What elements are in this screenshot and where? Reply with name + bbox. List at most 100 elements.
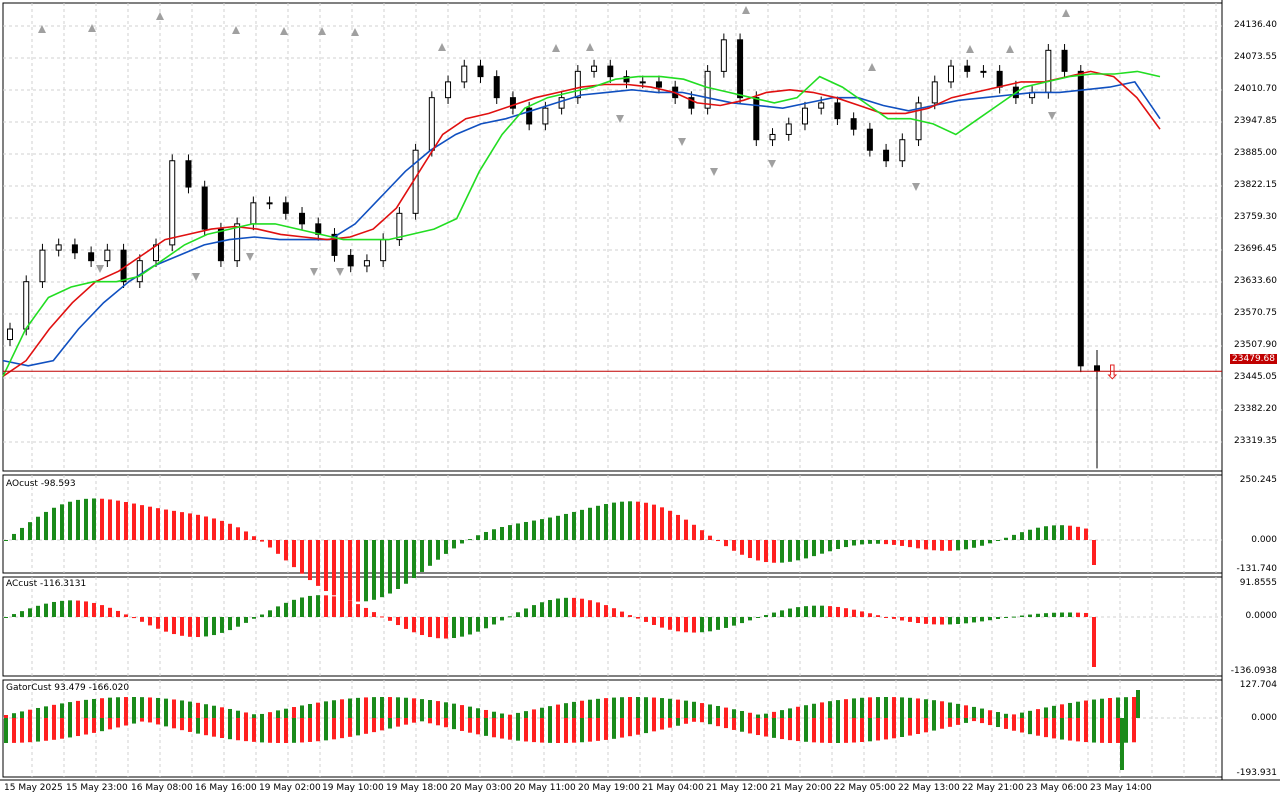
gator-upper-bar xyxy=(300,705,304,718)
ao-bar xyxy=(580,509,584,540)
ac-bar xyxy=(348,600,352,617)
candle-body xyxy=(574,70,581,99)
gator-upper-bar xyxy=(628,697,632,718)
gator-upper-bar xyxy=(44,706,48,718)
gator-upper-bar xyxy=(860,697,864,718)
ac-bar xyxy=(1020,615,1024,617)
gator-upper-bar xyxy=(820,702,824,718)
candle-body xyxy=(1061,49,1068,72)
gator-lower-bar xyxy=(556,718,560,743)
gator-lower-bar xyxy=(140,718,144,722)
gator-upper-bar xyxy=(412,698,416,718)
ac-bar xyxy=(916,617,920,624)
ac-bar xyxy=(868,613,872,617)
gator-lower-bar xyxy=(212,718,216,737)
ac-bar xyxy=(156,617,160,629)
gator-lower-bar xyxy=(1132,718,1136,743)
ac-bar xyxy=(188,617,192,637)
gator-lower-bar xyxy=(1052,718,1056,739)
gator-lower-bar xyxy=(236,718,240,741)
gator-lower-bar xyxy=(596,718,600,741)
ac-bar xyxy=(732,617,736,626)
ac-bar xyxy=(652,617,656,625)
gator-upper-bar xyxy=(332,700,336,718)
gator-lower-bar xyxy=(324,718,328,741)
gator-lower-bar xyxy=(1036,718,1040,736)
ao-bar xyxy=(332,540,336,596)
gator-upper-bar xyxy=(164,698,168,718)
ao-bar xyxy=(420,540,424,572)
ac-bar xyxy=(620,611,624,617)
ao-bar xyxy=(940,540,944,551)
ao-bar xyxy=(28,522,32,540)
ac-bar xyxy=(1092,617,1096,667)
gator-upper-bar xyxy=(612,697,616,718)
ac-bar xyxy=(476,617,480,632)
ao-bar xyxy=(268,540,272,548)
ao-bar xyxy=(44,511,48,540)
candle-body xyxy=(39,249,46,283)
candle-body xyxy=(623,76,630,83)
gator-lower-bar xyxy=(764,718,768,737)
gator-scale-bottom: -193.931 xyxy=(1236,768,1277,778)
time-label: 15 May 23:00 xyxy=(66,783,128,793)
candle-body xyxy=(542,107,549,125)
gator-upper-bar xyxy=(484,709,488,718)
ao-bar xyxy=(772,540,776,563)
ac-bar xyxy=(668,617,672,630)
gator-upper-bar xyxy=(1044,707,1048,718)
gator-lower-bar xyxy=(1068,718,1072,741)
ao-bar xyxy=(764,540,768,563)
ac-bar xyxy=(380,616,384,618)
gator-lower-bar xyxy=(292,718,296,743)
gator-lower-bar xyxy=(364,718,368,734)
ac-bar xyxy=(612,608,616,617)
ac-bar xyxy=(140,617,144,622)
gator-upper-bar xyxy=(700,703,704,718)
ac-scale-top: 91.8555 xyxy=(1239,578,1277,588)
ac-bar xyxy=(20,611,24,617)
gator-lower-bar xyxy=(612,718,616,739)
gator-upper-bar xyxy=(1036,709,1040,718)
candle-body xyxy=(947,65,954,83)
ac-bar xyxy=(636,617,640,619)
ao-bar xyxy=(372,540,376,600)
candle-body xyxy=(380,239,387,262)
ac-bar xyxy=(588,600,592,617)
ac-bar xyxy=(52,601,56,617)
ao-bar xyxy=(36,516,40,540)
gator-upper-bar xyxy=(1004,713,1008,718)
ao-bar xyxy=(324,540,328,592)
gator-lower-bar xyxy=(908,718,912,736)
candle-body xyxy=(234,223,241,262)
ac-bar xyxy=(196,617,200,638)
ac-bar xyxy=(1012,616,1016,618)
ao-bar xyxy=(972,540,976,548)
gator-upper-bar xyxy=(532,709,536,718)
ac-bar xyxy=(532,605,536,617)
gator-upper-bar xyxy=(500,713,504,718)
ao-bar xyxy=(612,502,616,540)
gator-upper-bar xyxy=(580,700,584,718)
ao-bar xyxy=(52,507,56,540)
ao-bar xyxy=(1020,532,1024,540)
ac-bar xyxy=(508,616,512,618)
ao-bar xyxy=(660,507,664,540)
fractal-up-icon xyxy=(156,12,164,20)
ao-bar xyxy=(916,540,920,549)
gator-upper-bar xyxy=(204,704,208,718)
gator-upper-bar xyxy=(828,701,832,718)
gator-upper-bar xyxy=(796,706,800,718)
time-label: 21 May 04:00 xyxy=(642,783,704,793)
gator-upper-bar xyxy=(876,697,880,718)
gator-lower-bar xyxy=(284,718,288,743)
ao-bar xyxy=(780,540,784,563)
ao-bar xyxy=(868,540,872,544)
ac-bar xyxy=(292,599,296,617)
candle-body xyxy=(899,139,906,162)
gator-upper-bar xyxy=(780,710,784,718)
ac-bar xyxy=(660,617,664,628)
gator-upper-bar xyxy=(356,697,360,718)
